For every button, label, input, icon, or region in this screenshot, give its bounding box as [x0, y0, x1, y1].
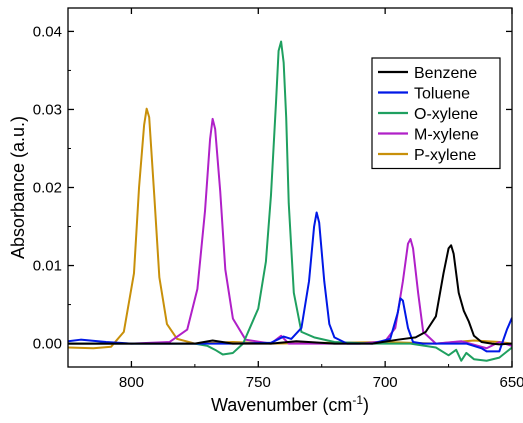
- series-line-o-xylene: [68, 40, 512, 362]
- y-tick-label: 0.04: [33, 23, 62, 40]
- y-tick-label: 0.02: [33, 180, 62, 197]
- y-tick-label: 0.00: [33, 336, 62, 353]
- x-tick-label: 800: [119, 374, 144, 391]
- x-tick-label: 700: [373, 374, 398, 391]
- series-line-benzene: [68, 244, 512, 346]
- x-axis-title-text: Wavenumber (cm: [211, 395, 352, 415]
- legend-label-benzene: Benzene: [414, 65, 477, 82]
- x-tick-label: 650: [499, 374, 523, 391]
- x-axis-title: Wavenumber (cm-1): [211, 393, 369, 415]
- x-tick-label: 750: [246, 374, 271, 391]
- x-axis-title-end: ): [363, 395, 369, 415]
- series-line-toluene: [68, 211, 512, 353]
- y-tick-label: 0.03: [33, 101, 62, 118]
- series-line-m-xylene: [68, 117, 512, 350]
- legend-label-toluene: Toluene: [414, 86, 470, 103]
- legend-label-m-xylene: M-xylene: [414, 127, 479, 144]
- y-axis-title: Absorbance (a.u.): [8, 116, 28, 259]
- legend-label-o-xylene: O-xylene: [414, 106, 478, 123]
- legend-label-p-xylene: P-xylene: [414, 147, 476, 164]
- y-tick-label: 0.01: [33, 258, 62, 275]
- x-axis-title-sup: -1: [352, 393, 363, 407]
